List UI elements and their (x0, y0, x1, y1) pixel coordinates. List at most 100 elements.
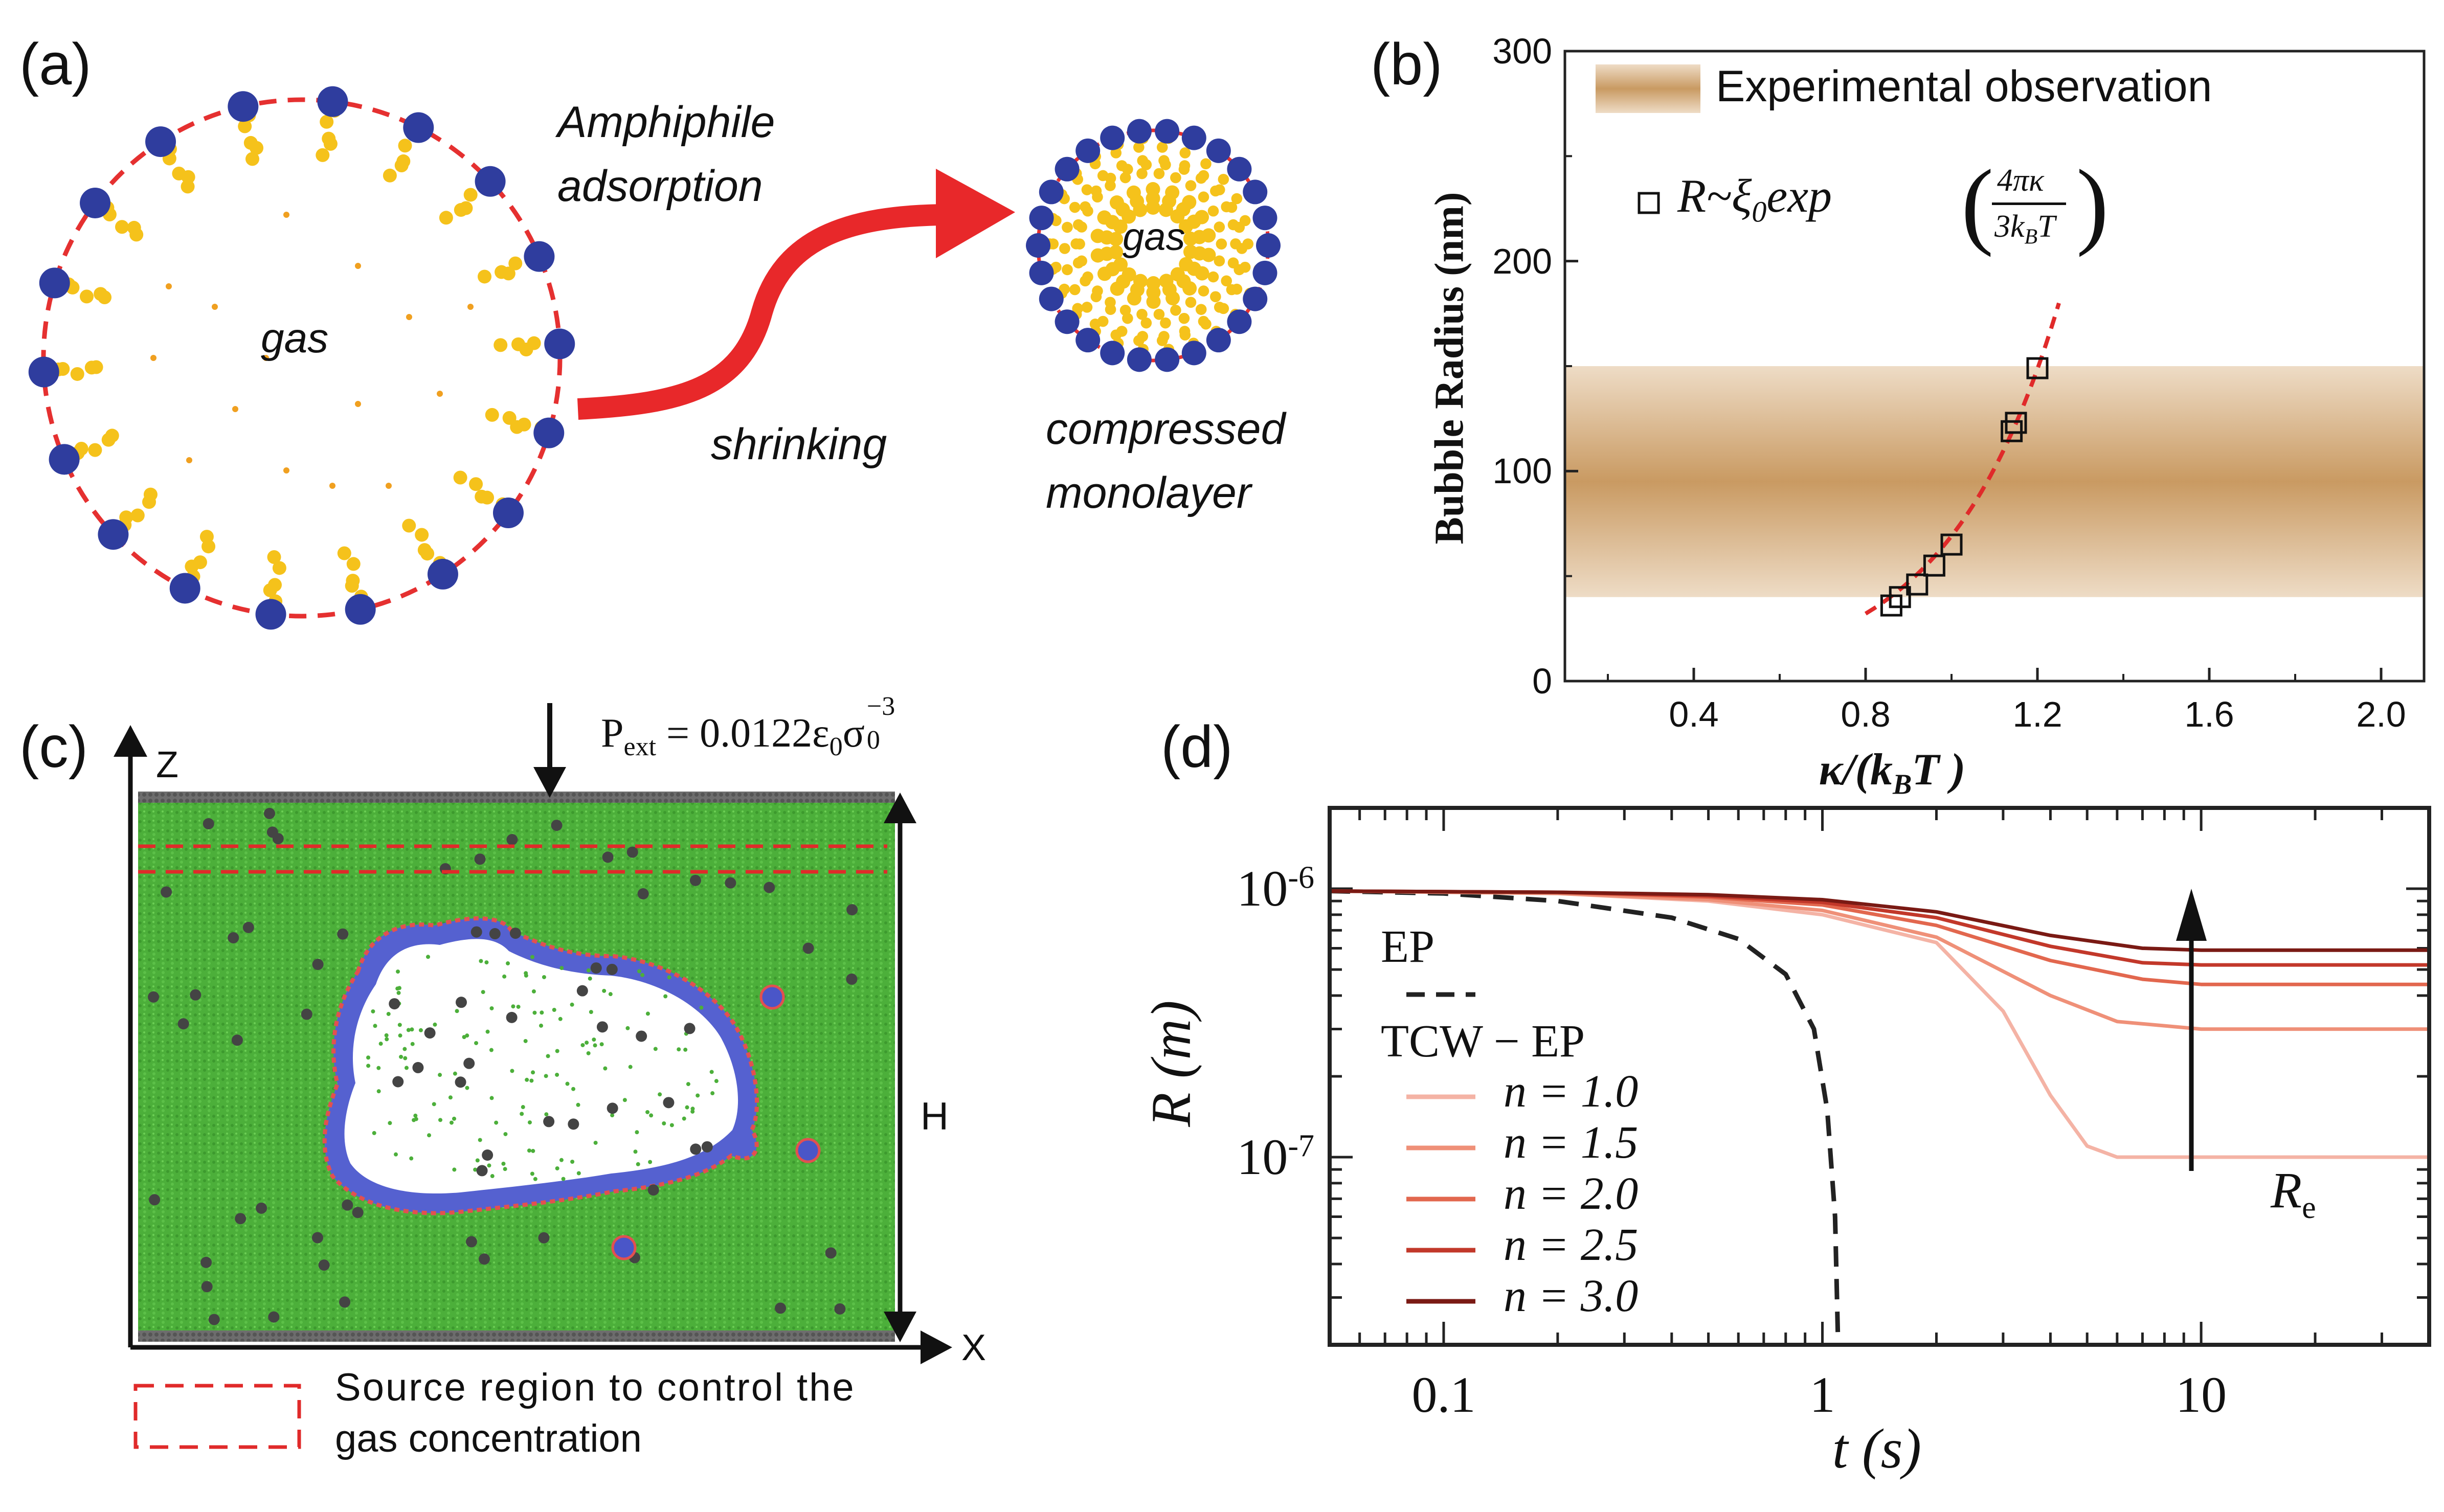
gas-particle (413, 1113, 418, 1118)
gas-particle (410, 1027, 414, 1032)
amphiphile-molecule (49, 428, 119, 475)
solute-particle (311, 1232, 323, 1244)
re-label: Re (2271, 1161, 2316, 1226)
amphiphile-tail-bead (1185, 297, 1197, 308)
fit-formula-denominator: 3kBT (1994, 209, 2055, 249)
solute-particle (470, 926, 482, 938)
gas-solute-particle (463, 1057, 475, 1069)
amphiphile-head (1252, 206, 1277, 231)
amphiphile-head (169, 573, 200, 604)
amphiphile-molecule (145, 126, 195, 194)
amphiphile-tail-bead (268, 578, 282, 592)
pressure-ext: ext (623, 732, 657, 761)
solute-particle (479, 1253, 490, 1265)
gas-particle (544, 1112, 549, 1117)
amphiphile-tail-bead (1081, 184, 1093, 195)
compressed-tail-cluster (1090, 245, 1124, 263)
amphiphile-tail-bead (88, 443, 102, 457)
panel-d-ytick-label: 10-7 (1237, 1127, 1314, 1186)
amphiphile-tail-bead (267, 550, 281, 564)
gas-solute-particle (684, 1023, 696, 1034)
compressed-tail-cluster (1158, 185, 1180, 217)
gas-particle (402, 1047, 407, 1051)
panel-b-data-point (2005, 412, 2027, 434)
amphiphile-tail-bead (1097, 315, 1109, 327)
gas-particle (427, 1133, 432, 1138)
gas-particle (633, 1149, 638, 1154)
amphiphile-head (28, 356, 59, 388)
gas-solute-particle (482, 1149, 494, 1161)
amphiphile-tail-bead (1178, 164, 1190, 175)
gas-particle (555, 1072, 559, 1077)
compressed-tail-cluster (1097, 210, 1128, 234)
micelle-cluster (759, 984, 785, 1010)
gas-particle (501, 1161, 506, 1166)
gas-particle (448, 1095, 453, 1100)
amphiphile-tail-bead (495, 265, 509, 279)
amphiphile-tail-bead (130, 508, 145, 523)
amphiphile-tail-bead (1069, 284, 1081, 296)
gas-particle (487, 1163, 491, 1168)
gas-particle (502, 974, 507, 979)
amphiphile-tail-bead (89, 360, 103, 374)
compressed-tail-cluster (1110, 267, 1136, 296)
amphiphile-tail-bead (199, 530, 214, 544)
gas-molecule (232, 406, 238, 412)
solute-particle (203, 818, 214, 830)
panel-d-series-line (1329, 889, 2429, 952)
amphiphile-molecule (1198, 156, 1252, 203)
panel-d-xtick-label: 1 (1809, 1366, 1835, 1423)
gas-particle (662, 1121, 666, 1125)
amphiphile-tail-bead (502, 411, 517, 425)
gas-particle (426, 955, 431, 959)
fit-formula-r: R (1677, 170, 1707, 222)
amphiphile-tail-bead (1218, 173, 1229, 185)
gas-solute-particle (392, 1076, 404, 1088)
amphiphile-head (1227, 309, 1252, 334)
solute-particle (201, 1281, 213, 1293)
amphiphile-tail-bead (1059, 243, 1070, 254)
shrinking-label: shrinking (711, 420, 887, 469)
amphiphile-tail-bead (323, 137, 338, 151)
panel-b-label: (b) (1371, 32, 1443, 97)
re-arrowhead (2176, 889, 2207, 941)
panel-d-ylabel-text: R (m) (1139, 1000, 1202, 1127)
re-label-r: R (2271, 1162, 2302, 1218)
legend-ep-label: EP (1381, 921, 1435, 972)
amphiphile-molecule (1029, 255, 1087, 285)
panel-b-xtick-label: 0.8 (1841, 694, 1891, 734)
gas-particle (586, 968, 591, 973)
gas-molecule (355, 263, 361, 269)
compressed-tail-cluster (1183, 228, 1216, 246)
amphiphile-tail-bead (70, 367, 84, 381)
gas-particle (511, 1004, 515, 1009)
amphiphile-tail-bead (129, 228, 144, 242)
gas-solute-particle (543, 1116, 555, 1127)
amphiphile-head (228, 91, 259, 122)
amphiphile-tail-bead (105, 428, 119, 443)
amphiphile-tail-bead (508, 256, 523, 270)
solute-particle (647, 1184, 659, 1196)
amphiphile-tail-bead (1231, 193, 1243, 205)
gas-particle (628, 1065, 633, 1069)
gas-particle (372, 1131, 376, 1135)
amphiphile-tail-bead (245, 152, 260, 166)
height-label: H (921, 1095, 949, 1138)
shrinking-arrow (577, 204, 952, 420)
large-bubble-gas-label: gas (261, 315, 329, 362)
amphiphile-tail-bead (1076, 255, 1087, 267)
amphiphile-tail-bead (402, 518, 416, 533)
solute-particle (242, 921, 254, 933)
amphiphile-head (1155, 347, 1180, 372)
amphiphile-tail-bead (181, 179, 195, 194)
gas-particle (384, 1033, 389, 1037)
fit-formula-fraction-bar (1992, 202, 2066, 205)
panel-d-legend-label: n = 2.5 (1504, 1220, 1639, 1270)
pressure-eps-sub: 0 (829, 732, 843, 761)
amphiphile-head (80, 187, 111, 218)
gas-particle (690, 1107, 695, 1111)
amphiphile-tail-bead (1074, 238, 1085, 250)
gas-particle (371, 1009, 375, 1013)
gas-particle (475, 1158, 480, 1163)
amphiphile-tail-bead (439, 211, 453, 225)
